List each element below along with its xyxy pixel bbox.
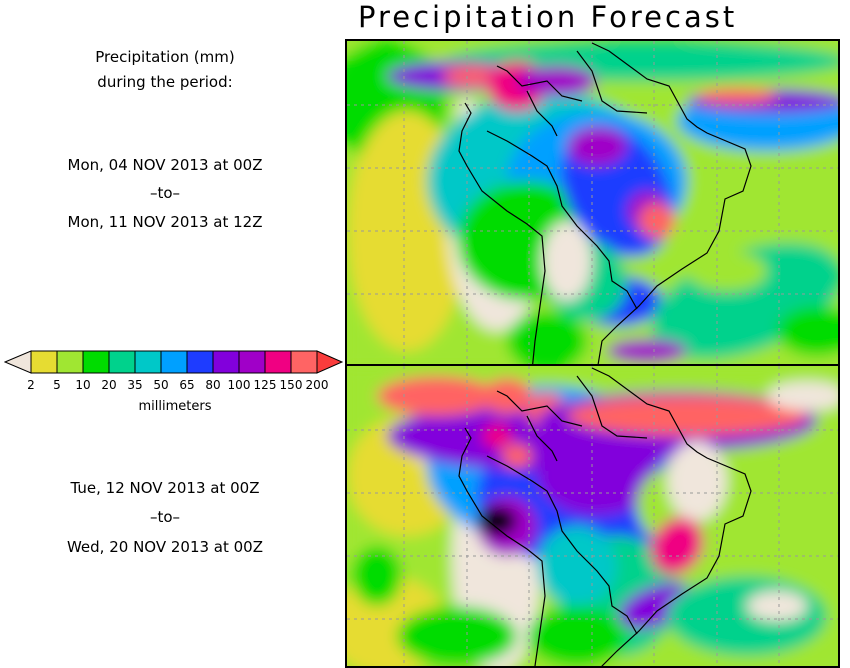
country-borders bbox=[458, 367, 752, 666]
legend-under-arrow bbox=[4, 350, 32, 374]
legend-swatch bbox=[108, 350, 136, 374]
period2-end: Wed, 20 NOV 2013 at 00Z bbox=[66, 538, 264, 556]
legend-tick-label: 20 bbox=[101, 378, 117, 392]
lat-lon-grid bbox=[347, 366, 838, 666]
legend-tick-label: 150 bbox=[279, 378, 303, 392]
legend-swatch bbox=[30, 350, 58, 374]
legend-swatch bbox=[186, 350, 214, 374]
precipitation-field bbox=[347, 366, 838, 666]
chart-title: Precipitation Forecast bbox=[358, 0, 738, 34]
legend-swatch bbox=[212, 350, 240, 374]
description-line-1: Precipitation (mm) bbox=[95, 48, 235, 66]
legend-tick-label: 2 bbox=[27, 378, 35, 392]
period2-start: Tue, 12 NOV 2013 at 00Z bbox=[70, 479, 260, 497]
map-panel-period1 bbox=[345, 39, 840, 366]
legend-tick-label: 50 bbox=[153, 378, 169, 392]
legend-tick-label: 200 bbox=[305, 378, 329, 392]
map-panel-period2 bbox=[345, 364, 840, 668]
period2-separator: –to– bbox=[149, 508, 181, 526]
legend-swatch bbox=[290, 350, 318, 374]
description-line-2: during the period: bbox=[97, 73, 233, 91]
legend-tick-label: 10 bbox=[75, 378, 91, 392]
legend-tick-label: 5 bbox=[53, 378, 61, 392]
legend-ticks: 2 5 10 20 35 50 65 80 100 125 150 200 bbox=[0, 378, 345, 396]
legend-tick-label: 125 bbox=[253, 378, 277, 392]
legend-swatch bbox=[160, 350, 188, 374]
lat-lon-grid bbox=[347, 41, 838, 364]
legend-units: millimeters bbox=[138, 399, 212, 414]
legend-tick-label: 65 bbox=[179, 378, 195, 392]
legend-swatch bbox=[56, 350, 84, 374]
legend-tick-label: 35 bbox=[127, 378, 143, 392]
period1-separator: –to– bbox=[149, 184, 181, 202]
legend-swatch bbox=[82, 350, 110, 374]
country-borders bbox=[458, 42, 752, 364]
legend-over-arrow bbox=[316, 350, 344, 374]
color-legend bbox=[4, 350, 344, 374]
legend-swatch bbox=[134, 350, 162, 374]
legend-tick-label: 100 bbox=[227, 378, 251, 392]
legend-swatch bbox=[264, 350, 292, 374]
legend-tick-label: 80 bbox=[205, 378, 221, 392]
precipitation-field bbox=[347, 41, 838, 364]
legend-swatch bbox=[238, 350, 266, 374]
period1-start: Mon, 04 NOV 2013 at 00Z bbox=[67, 156, 263, 174]
period1-end: Mon, 11 NOV 2013 at 12Z bbox=[67, 213, 263, 231]
